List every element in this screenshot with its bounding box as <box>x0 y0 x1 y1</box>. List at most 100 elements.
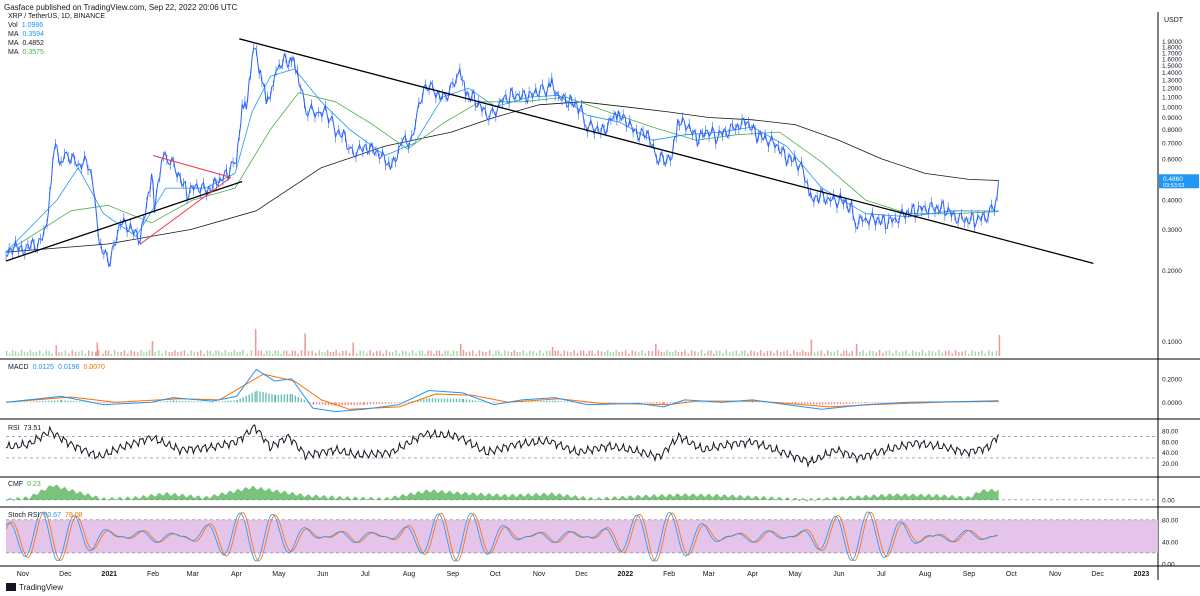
price-tick-label: 1.9000 <box>1162 39 1182 46</box>
macd-histogram-bar <box>839 402 842 405</box>
currency-label: USDT <box>1164 17 1184 24</box>
volume-bar <box>576 353 579 356</box>
volume-bar <box>760 350 762 356</box>
macd-histogram-bar <box>300 398 303 403</box>
volume-bar <box>74 351 77 356</box>
macd-histogram-bar <box>443 398 446 403</box>
volume-bar <box>58 352 60 356</box>
volume-bar <box>938 350 940 356</box>
volume-bar <box>285 350 288 356</box>
macd-histogram-bar <box>378 402 381 405</box>
macd-histogram-bar <box>381 402 384 404</box>
volume-bar <box>697 352 699 356</box>
macd-histogram-bar <box>785 402 787 404</box>
volume-bar <box>954 350 957 356</box>
x-tick-label: May <box>272 571 286 578</box>
symbol-title: XRP / TetherUS, 1D, BINANCE <box>8 13 105 20</box>
macd-histogram-bar <box>428 398 431 403</box>
volume-bar <box>902 351 904 356</box>
volume-bar <box>88 350 90 356</box>
macd-histogram-bar <box>268 393 270 403</box>
macd-histogram-bar <box>163 401 166 403</box>
macd-histogram-bar <box>531 401 533 403</box>
macd-histogram-bar <box>540 400 542 403</box>
volume-bar <box>17 352 20 356</box>
volume-bar <box>898 352 901 356</box>
volume-bar <box>456 351 458 356</box>
volume-bar <box>392 351 394 356</box>
macd-histogram-bar <box>764 402 766 403</box>
x-tick-label: Jun <box>833 571 844 578</box>
macd-histogram-bar <box>309 402 312 403</box>
volume-bar <box>148 350 151 356</box>
macd-histogram-bar <box>693 401 696 403</box>
macd-histogram-bar <box>599 402 601 403</box>
volume-bar <box>165 350 167 356</box>
volume-bar <box>911 350 914 356</box>
rsi-tick-label: 80.00 <box>1162 429 1179 436</box>
volume-bar <box>848 353 851 356</box>
volume-bar <box>236 352 238 356</box>
volume-bar <box>335 350 337 356</box>
volume-bar <box>744 350 746 356</box>
volume-bar <box>895 350 897 356</box>
volume-bar <box>704 352 706 356</box>
volume-bar <box>418 350 421 356</box>
macd-histogram-bar <box>306 401 309 403</box>
macd-histogram-bar <box>160 401 163 403</box>
macd-histogram-bar <box>215 401 217 403</box>
macd-histogram-bar <box>70 400 72 403</box>
macd-histogram-bar <box>678 402 680 403</box>
tradingview-logo-icon <box>6 583 16 591</box>
volume-bar <box>995 350 998 356</box>
macd-histogram-bar <box>452 398 455 403</box>
volume-bar <box>326 350 329 356</box>
price-tick-label: 0.2000 <box>1162 268 1182 275</box>
volume-bar <box>631 350 633 356</box>
volume-bar <box>865 353 868 356</box>
macd-histogram-bar <box>239 398 241 403</box>
ma-legend-2: MA 0.4852 <box>8 40 48 48</box>
macd-histogram-bar <box>362 402 364 405</box>
macd-histogram-bar <box>572 401 575 403</box>
volume-bar <box>944 350 947 356</box>
x-tick-label: Apr <box>747 571 759 578</box>
footer-bar <box>0 580 1200 596</box>
macd-histogram-bar <box>440 398 443 403</box>
macd-histogram-bar <box>569 401 572 403</box>
volume-bar <box>941 352 943 356</box>
volume-bar <box>885 350 887 356</box>
x-tick-label: Mar <box>703 571 716 578</box>
macd-histogram-bar <box>865 402 868 404</box>
macd-histogram-bar <box>810 402 812 405</box>
macd-histogram-bar <box>280 394 283 403</box>
volume-bar <box>657 350 660 356</box>
volume-bar <box>905 350 907 356</box>
tradingview-logo: TradingView <box>6 583 63 592</box>
macd-histogram-bar <box>984 401 987 403</box>
volume-spike <box>855 344 858 356</box>
rsi-value: 73.51 <box>23 425 42 432</box>
volume-bar <box>591 350 593 356</box>
volume-bar <box>405 350 407 356</box>
volume-bar <box>719 350 721 356</box>
macd-histogram-bar <box>341 402 343 406</box>
macd-histogram-bar <box>82 401 84 403</box>
volume-bar <box>395 350 397 356</box>
volume-bar <box>246 353 248 356</box>
volume-bar <box>338 352 341 356</box>
volume-bar <box>522 350 524 356</box>
volume-bar <box>823 353 826 356</box>
volume-bar <box>796 351 798 356</box>
cmf-tick-label: 0.00 <box>1162 497 1175 504</box>
volume-bar <box>433 353 435 356</box>
macd-histogram-bar <box>318 402 321 405</box>
vol-legend: Vol 1.0986 <box>8 22 47 30</box>
macd-histogram-bar <box>848 402 851 404</box>
macd-histogram-bar <box>426 398 428 403</box>
volume-bar <box>492 353 494 356</box>
volume-bar <box>424 353 426 356</box>
macd-histogram-bar <box>620 402 622 403</box>
macd-histogram-bar <box>653 402 655 404</box>
